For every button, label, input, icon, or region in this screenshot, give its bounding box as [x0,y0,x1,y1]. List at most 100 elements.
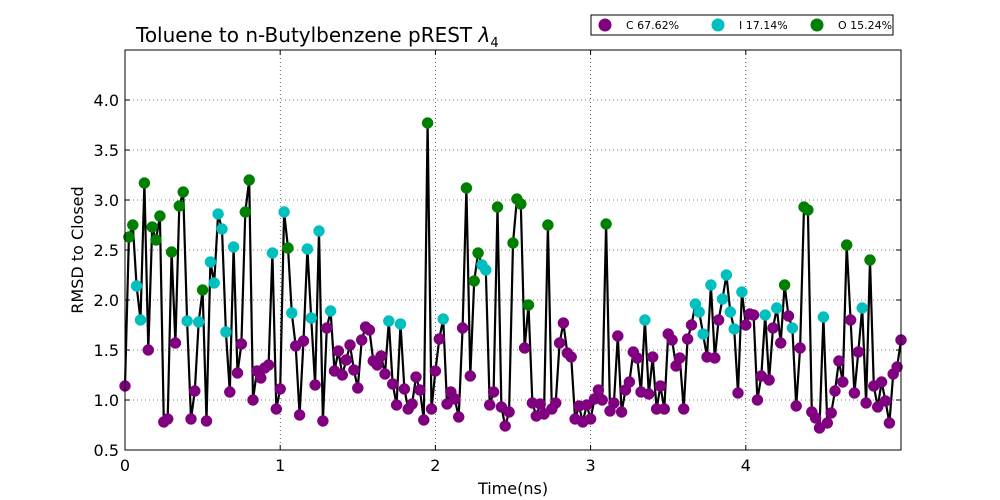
data-point-C [464,370,477,382]
data-point-C [487,386,500,398]
data-point-C [608,397,620,409]
data-point-C [677,403,690,415]
data-point-C [344,339,356,351]
data-point-C [255,372,267,384]
data-point-I [856,302,868,314]
data-point-C [549,397,562,409]
data-point-I [220,326,232,338]
data-point-C [829,385,841,397]
x-axis-label: Time(ns) [477,479,548,498]
data-point-C [685,319,698,331]
data-point-C [297,335,310,347]
data-point-C [681,333,694,345]
y-tick-label: 2.0 [94,291,119,310]
data-point-C [185,413,197,425]
data-point-I [639,314,651,326]
data-point-O [600,218,612,230]
data-point-C [557,317,570,329]
data-point-C [612,330,624,342]
data-point-O [282,242,294,254]
data-point-I [134,314,147,326]
data-point-C [767,322,779,334]
data-point-O [515,198,527,210]
data-point-O [150,234,162,246]
data-point-I [227,241,240,253]
data-point-O [173,200,186,212]
data-point-I [716,293,729,305]
data-point-I [736,286,748,298]
data-point-O [127,219,139,231]
data-point-I [216,223,228,235]
data-point-C [809,412,822,424]
data-point-I [208,277,220,289]
data-point-C [553,337,566,349]
legend-label-C: C 67.62% [626,19,679,32]
data-point-C [398,383,411,395]
x-tick-label: 4 [741,456,751,475]
data-point-C [615,406,628,418]
data-point-C [782,310,795,322]
data-point-C [235,338,248,350]
data-point-C [860,397,872,409]
data-point-C [433,333,446,345]
data-point-C [747,309,760,321]
data-point-I [324,305,337,317]
data-point-I [192,316,205,328]
data-point-C [456,322,469,334]
data-point-C [189,385,201,397]
data-point-C [875,376,888,388]
data-point-I [181,315,193,327]
data-point-C [309,379,321,391]
data-point-C [833,355,845,367]
legend-marker-O [810,18,824,32]
data-point-I [724,306,737,318]
data-point-I [697,328,709,340]
data-point-I [720,269,733,281]
data-point-I [305,312,317,324]
x-tick-label: 3 [586,456,596,475]
data-point-C [623,376,636,388]
data-point-C [871,401,884,413]
y-tick-label: 1.5 [94,341,119,360]
x-tick-label: 1 [275,456,285,475]
data-point-C [317,415,329,427]
data-point-C [352,382,364,394]
data-point-C [732,387,744,399]
data-point-O [840,239,853,251]
data-point-C [375,350,387,362]
data-point-I [705,279,717,291]
data-point-O [468,275,480,287]
data-point-C [565,351,577,363]
data-point-O [239,206,252,218]
data-point-C [340,354,352,366]
data-point-C [592,384,605,396]
data-point-C [449,393,461,405]
data-point-C [821,417,834,429]
data-point-I [394,318,407,330]
data-point-C [879,395,892,407]
data-point-C [386,378,399,390]
data-point-C [518,342,531,354]
data-point-C [410,371,422,383]
data-point-O [138,177,151,189]
data-point-C [429,365,442,377]
data-point-C [332,345,345,357]
data-point-C [631,352,643,364]
data-point-C [247,394,259,406]
data-point-C [293,409,306,421]
data-point-O [491,201,504,213]
data-point-C [390,399,403,411]
data-point-I [437,313,449,325]
data-point-I [786,322,799,334]
data-point-C [740,319,752,331]
x-tick-label: 2 [430,456,440,475]
data-point-C [584,413,597,425]
data-point-C [452,411,465,423]
x-tick-label: 0 [120,456,130,475]
data-point-C [596,394,608,406]
y-tick-label: 4.0 [94,91,119,110]
data-point-C [712,314,725,326]
data-point-C [270,403,283,415]
y-tick-label: 3.5 [94,141,119,160]
